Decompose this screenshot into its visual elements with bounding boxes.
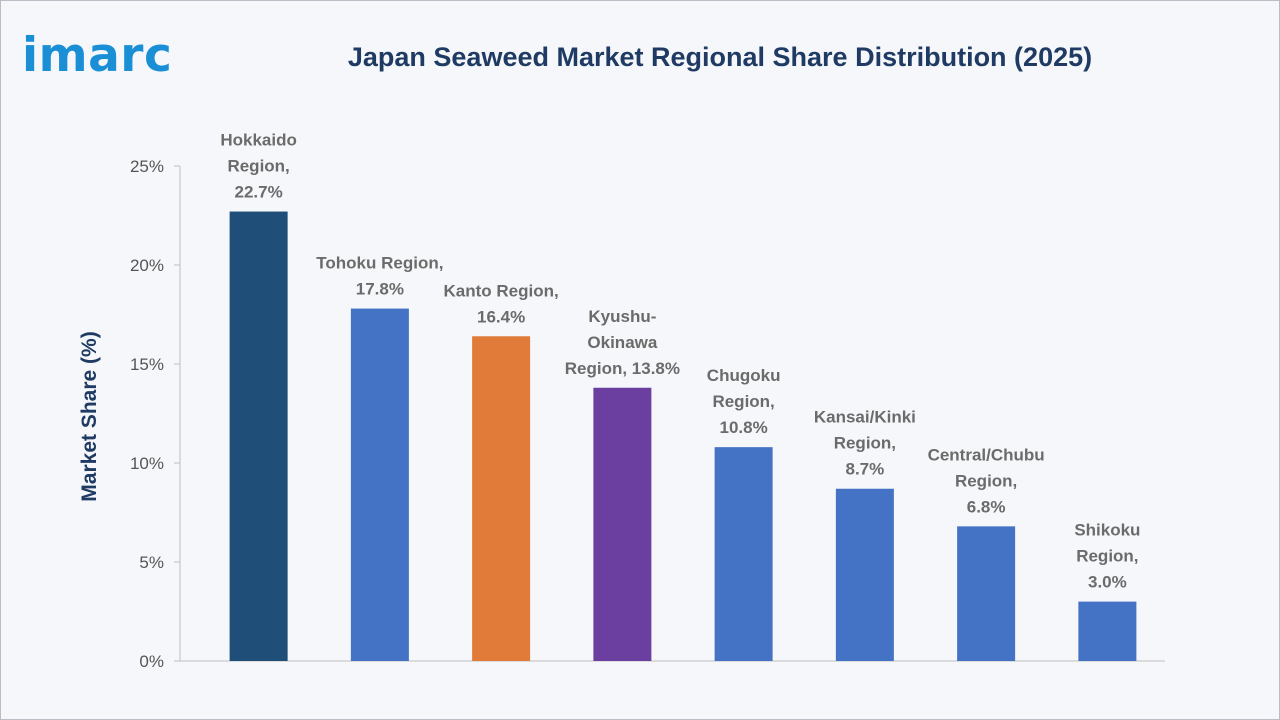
bar <box>472 336 531 661</box>
y-tick-label: 20% <box>130 256 164 275</box>
data-label: Kansai/Kinki <box>814 408 916 427</box>
data-label: 6.8% <box>967 497 1006 516</box>
data-label: 22.7% <box>235 183 283 202</box>
data-label: Chugoku <box>707 366 781 385</box>
imarc-logo: imarc <box>22 26 172 86</box>
data-label: Central/Chubu <box>928 445 1045 464</box>
bar <box>714 447 773 661</box>
data-label: Shikoku <box>1074 521 1140 540</box>
data-label: Region, <box>1076 547 1138 566</box>
data-label: Region, <box>955 471 1017 490</box>
data-label: Hokkaido <box>220 131 297 150</box>
data-label: Kanto Region, <box>444 281 559 300</box>
data-label: Region, 13.8% <box>565 359 680 378</box>
data-label: 17.8% <box>356 280 404 299</box>
data-label: 16.4% <box>477 307 525 326</box>
data-label: 10.8% <box>720 418 768 437</box>
bar <box>593 387 652 661</box>
data-label: Region, <box>712 392 774 411</box>
y-tick-label: 15% <box>130 355 164 374</box>
y-tick-label: 5% <box>139 553 164 572</box>
bar <box>835 488 894 661</box>
bar <box>957 526 1016 661</box>
data-label: 8.7% <box>846 460 885 479</box>
y-tick-label: 10% <box>130 454 164 473</box>
data-label: Region, <box>834 434 896 453</box>
chart-title: Japan Seaweed Market Regional Share Dist… <box>347 42 1093 72</box>
logo-wordmark: imarc <box>22 28 173 83</box>
data-label: Region, <box>227 157 289 176</box>
data-label: Tohoku Region, <box>316 254 443 273</box>
bar <box>229 211 288 662</box>
bar <box>350 308 409 661</box>
data-label: Okinawa <box>587 333 657 352</box>
y-axis-title: Market Share (%) <box>78 331 101 501</box>
y-tick-label: 0% <box>139 652 164 671</box>
data-label: Kyushu- <box>588 307 656 326</box>
data-label: 3.0% <box>1088 573 1127 592</box>
bar <box>1078 601 1137 661</box>
y-tick-label: 25% <box>130 157 164 176</box>
